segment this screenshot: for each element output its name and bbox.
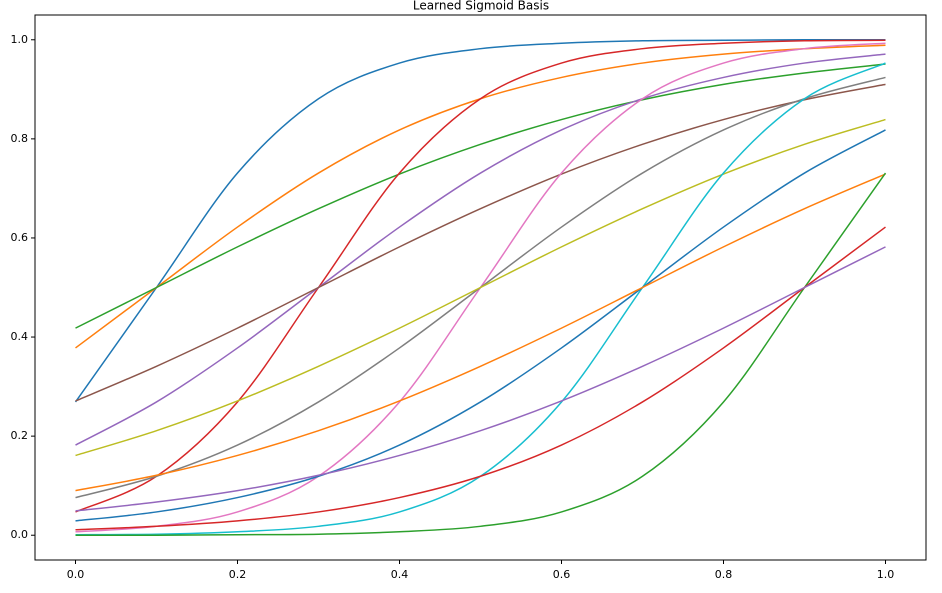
series-line bbox=[75, 83, 886, 402]
series-line bbox=[75, 62, 886, 536]
x-tick-label: 0.8 bbox=[715, 568, 733, 581]
plot-frame bbox=[34, 14, 927, 561]
series-line bbox=[74, 38, 886, 403]
y-tick-label: 1.0 bbox=[11, 33, 29, 46]
series-line bbox=[75, 246, 886, 512]
series-line bbox=[75, 63, 886, 329]
y-tick-label: 0.4 bbox=[11, 330, 29, 343]
y-tick-label: 0.0 bbox=[11, 528, 29, 541]
y-tick-label: 0.8 bbox=[11, 132, 29, 145]
series-line bbox=[75, 172, 887, 537]
y-tick-label: 0.6 bbox=[11, 231, 29, 244]
y-tick-label: 0.2 bbox=[11, 429, 29, 442]
series-line bbox=[75, 118, 886, 457]
x-tick-label: 1.0 bbox=[877, 568, 895, 581]
series-line bbox=[75, 53, 886, 446]
series-line bbox=[75, 226, 886, 531]
series-line bbox=[75, 39, 886, 513]
chart-title: Learned Sigmoid Basis bbox=[413, 0, 549, 13]
series-line bbox=[75, 173, 886, 492]
x-tick-label: 0.4 bbox=[391, 568, 409, 581]
x-tick-label: 0.6 bbox=[553, 568, 571, 581]
x-tick-label: 0.2 bbox=[229, 568, 247, 581]
series-line bbox=[75, 129, 886, 522]
x-tick-label: 0.0 bbox=[67, 568, 85, 581]
